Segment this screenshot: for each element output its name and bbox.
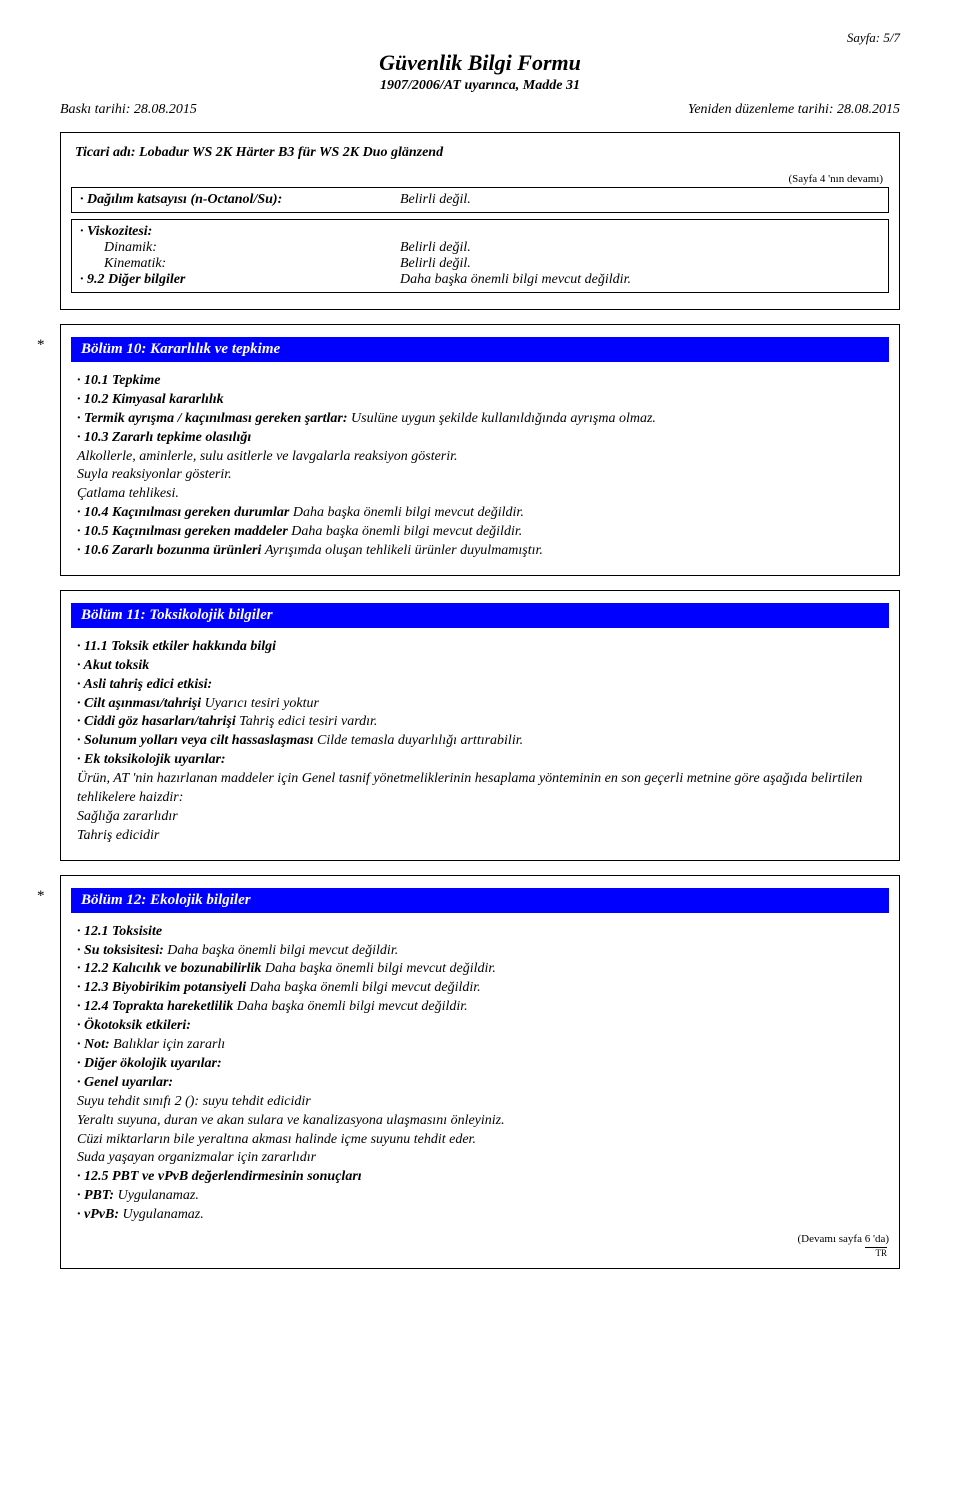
dynamic-label: Dinamik: xyxy=(80,240,400,256)
s11-l3: · Asli tahriş edici etkisi: xyxy=(77,677,212,692)
s12-l9: · Genel uyarılar: xyxy=(77,1075,173,1090)
s12-l5a: · 12.4 Toprakta hareketlilik xyxy=(77,999,237,1014)
s12-l14: · 12.5 PBT ve vPvB değerlendirmesinin so… xyxy=(77,1169,362,1184)
kinematic-value: Belirli değil. xyxy=(400,256,880,272)
s10-l9b: Daha başka önemli bilgi mevcut değildir. xyxy=(291,524,522,539)
other-info-label: · 9.2 Diğer bilgiler xyxy=(80,272,400,288)
s12-l1: · 12.1 Toksisite xyxy=(77,924,162,939)
s11-l5b: Tahriş edici tesiri vardır. xyxy=(239,714,377,729)
s11-l6a: · Solunum yolları veya cilt hassaslaşmas… xyxy=(77,733,317,748)
section-11-box: Bölüm 11: Toksikolojik bilgiler · 11.1 T… xyxy=(60,590,900,861)
s12-l7a: · Not: xyxy=(77,1037,113,1052)
s12-l15a: · PBT: xyxy=(77,1188,118,1203)
document-subtitle: 1907/2006/AT uyarınca, Madde 31 xyxy=(60,78,900,94)
trade-name: Ticari adı: Lobadur WS 2K Härter B3 für … xyxy=(71,141,889,171)
s11-l10: Tahriş edicidir xyxy=(77,828,159,843)
document-title: Güvenlik Bilgi Formu xyxy=(60,50,900,76)
s11-l8: Ürün, AT 'nin hazırlanan maddeler için G… xyxy=(77,771,862,805)
s12-l15b: Uygulanamaz. xyxy=(118,1188,199,1203)
section-10-header: Bölüm 10: Kararlılık ve tepkime xyxy=(71,337,889,362)
s11-l2: · Akut toksik xyxy=(77,658,149,673)
meta-row: Baskı tarihi: 28.08.2015 Yeniden düzenle… xyxy=(60,102,900,118)
continued-next-label: (Devamı sayfa 6 'da) xyxy=(71,1229,889,1245)
asterisk-icon-2: * xyxy=(37,888,45,905)
viscosity-label: · Viskozitesi: xyxy=(80,224,400,240)
s12-l10: Suyu tehdit sınıfı 2 (): suyu tehdit edi… xyxy=(77,1094,311,1109)
s11-l1: · 11.1 Toksik etkiler hakkında bilgi xyxy=(77,639,276,654)
s12-l3b: Daha başka önemli bilgi mevcut değildir. xyxy=(265,961,496,976)
s12-l8: · Diğer ökolojik uyarılar: xyxy=(77,1056,222,1071)
partition-label: · Dağılım katsayısı (n-Octanol/Su): xyxy=(80,192,400,208)
s10-l3a: · Termik ayrışma / kaçınılması gereken ş… xyxy=(77,411,351,426)
s10-l6: Suyla reaksiyonlar gösterir. xyxy=(77,467,232,482)
s11-l6b: Cilde temasla duyarlılığı arttırabilir. xyxy=(317,733,523,748)
s12-l4a: · 12.3 Biyobirikim potansiyeli xyxy=(77,980,250,995)
section-11-header: Bölüm 11: Toksikolojik bilgiler xyxy=(71,603,889,628)
s10-l10a: · 10.6 Zararlı bozunma ürünleri xyxy=(77,543,265,558)
page-number: Sayfa: 5/7 xyxy=(60,30,900,46)
s12-l11: Yeraltı suyuna, duran ve akan sulara ve … xyxy=(77,1113,505,1128)
s11-l7: · Ek toksikolojik uyarılar: xyxy=(77,752,226,767)
print-date: Baskı tarihi: 28.08.2015 xyxy=(60,102,197,118)
s10-l9a: · 10.5 Kaçınılması gereken maddeler xyxy=(77,524,291,539)
section-12-header: Bölüm 12: Ekolojik bilgiler xyxy=(71,888,889,913)
s12-l13: Suda yaşayan organizmalar için zararlıdı… xyxy=(77,1150,316,1165)
s12-l7b: Balıklar için zararlı xyxy=(113,1037,225,1052)
s10-l4: · 10.3 Zararlı tepkime olasılığı xyxy=(77,430,251,445)
s12-l6: · Ökotoksik etkileri: xyxy=(77,1018,191,1033)
s10-l3b: Usulüne uygun şekilde kullanıldığında ay… xyxy=(351,411,656,426)
kinematic-label: Kinematik: xyxy=(80,256,400,272)
s12-l16b: Uygulanamaz. xyxy=(122,1207,203,1222)
section-12-box: * Bölüm 12: Ekolojik bilgiler · 12.1 Tok… xyxy=(60,875,900,1269)
dynamic-value: Belirli değil. xyxy=(400,240,880,256)
s11-l9: Sağlığa zararlıdır xyxy=(77,809,178,824)
partition-value: Belirli değil. xyxy=(400,192,880,208)
partition-box: · Dağılım katsayısı (n-Octanol/Su): Beli… xyxy=(71,187,889,213)
s11-l4a: · Cilt aşınması/tahrişi xyxy=(77,696,205,711)
s12-l4b: Daha başka önemli bilgi mevcut değildir. xyxy=(250,980,481,995)
s10-l5: Alkollerle, aminlerle, sulu asitlerle ve… xyxy=(77,449,458,464)
revision-date: Yeniden düzenleme tarihi: 28.08.2015 xyxy=(688,102,900,118)
s10-l1: · 10.1 Tepkime xyxy=(77,373,160,388)
s10-l8b: Daha başka önemli bilgi mevcut değildir. xyxy=(293,505,524,520)
s11-l5a: · Ciddi göz hasarları/tahrişi xyxy=(77,714,239,729)
s12-l12: Cüzi miktarların bile yeraltına akması h… xyxy=(77,1132,476,1147)
s10-l7: Çatlama tehlikesi. xyxy=(77,486,179,501)
continued-from-label: (Sayfa 4 'nın devamı) xyxy=(71,171,889,187)
main-content-box: Ticari adı: Lobadur WS 2K Härter B3 für … xyxy=(60,132,900,310)
viscosity-other-box: · Viskozitesi: Dinamik: Belirli değil. K… xyxy=(71,219,889,293)
other-info-value: Daha başka önemli bilgi mevcut değildir. xyxy=(400,272,880,288)
footer-country-code: TR xyxy=(865,1247,887,1258)
asterisk-icon: * xyxy=(37,337,45,354)
s12-l5b: Daha başka önemli bilgi mevcut değildir. xyxy=(237,999,468,1014)
s10-l10b: Ayrışımda oluşan tehlikeli ürünler duyul… xyxy=(265,543,543,558)
section-10-box: * Bölüm 10: Kararlılık ve tepkime · 10.1… xyxy=(60,324,900,576)
s10-l2: · 10.2 Kimyasal kararlılık xyxy=(77,392,224,407)
s12-l16a: · vPvB: xyxy=(77,1207,122,1222)
s12-l2b: Daha başka önemli bilgi mevcut değildir. xyxy=(167,943,398,958)
s11-l4b: Uyarıcı tesiri yoktur xyxy=(205,696,319,711)
s12-l3a: · 12.2 Kalıcılık ve bozunabilirlik xyxy=(77,961,265,976)
s12-l2a: · Su toksisitesi: xyxy=(77,943,167,958)
s10-l8a: · 10.4 Kaçınılması gereken durumlar xyxy=(77,505,293,520)
